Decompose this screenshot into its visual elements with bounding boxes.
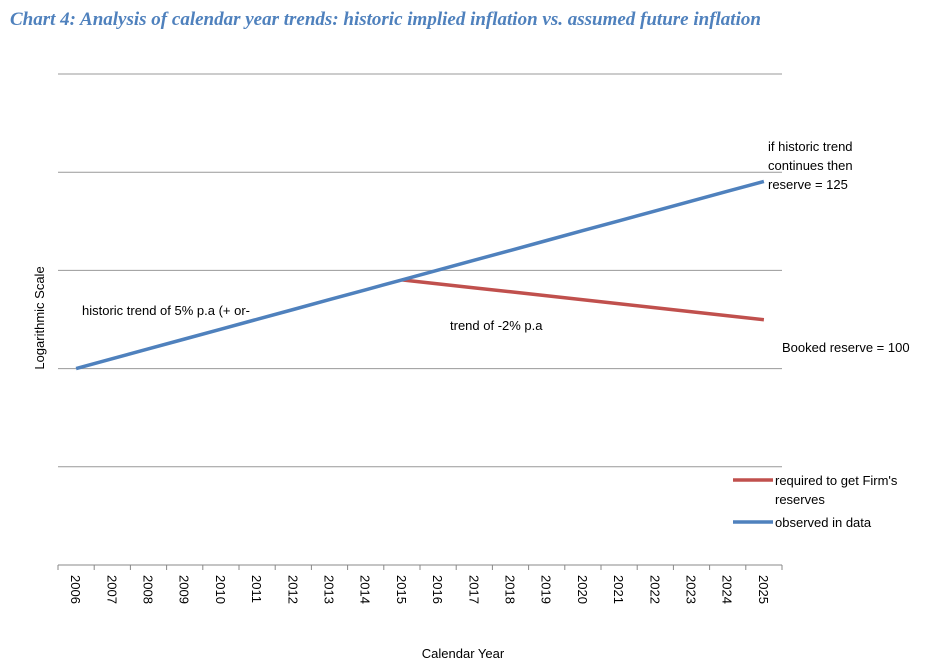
x-tick-label: 2012 bbox=[285, 575, 300, 604]
x-tick-label: 2023 bbox=[684, 575, 699, 604]
x-tick-label: 2018 bbox=[503, 575, 518, 604]
x-tick-label: 2007 bbox=[104, 575, 119, 604]
chart-title: Chart 4: Analysis of calendar year trend… bbox=[10, 9, 761, 30]
x-tick-label: 2010 bbox=[213, 575, 228, 604]
x-tick-label: 2014 bbox=[358, 575, 373, 604]
x-tick-label: 2013 bbox=[322, 575, 337, 604]
x-tick-label: 2024 bbox=[720, 575, 735, 604]
y-axis-title: Logarithmic Scale bbox=[32, 266, 47, 369]
series-line bbox=[401, 278, 765, 322]
x-tick-label: 2011 bbox=[249, 575, 264, 603]
annotation: trend of -2% p.a bbox=[450, 318, 543, 333]
x-tick-label: 2019 bbox=[539, 575, 554, 604]
x-tick-label: 2008 bbox=[141, 575, 156, 604]
x-tick-label: 2021 bbox=[611, 575, 626, 604]
x-tick-label: 2006 bbox=[68, 575, 83, 604]
x-tick-label: 2025 bbox=[756, 575, 771, 604]
legend-label: observed in data bbox=[775, 515, 872, 530]
x-tick-label: 2009 bbox=[177, 575, 192, 604]
annotation: if historic trend continues then reserve… bbox=[768, 139, 853, 192]
annotation: Booked reserve = 100 bbox=[782, 340, 910, 355]
annotation: historic trend of 5% p.a (+ or- bbox=[82, 303, 250, 318]
x-axis-title: Calendar Year bbox=[422, 646, 505, 661]
x-tick-label: 2017 bbox=[466, 575, 481, 604]
x-tick-label: 2015 bbox=[394, 575, 409, 604]
x-tick-label: 2022 bbox=[647, 575, 662, 604]
x-tick-label: 2020 bbox=[575, 575, 590, 604]
x-tick-label: 2016 bbox=[430, 575, 445, 604]
series-line bbox=[75, 179, 765, 371]
legend-label: required to get Firm's reserves bbox=[775, 473, 898, 507]
